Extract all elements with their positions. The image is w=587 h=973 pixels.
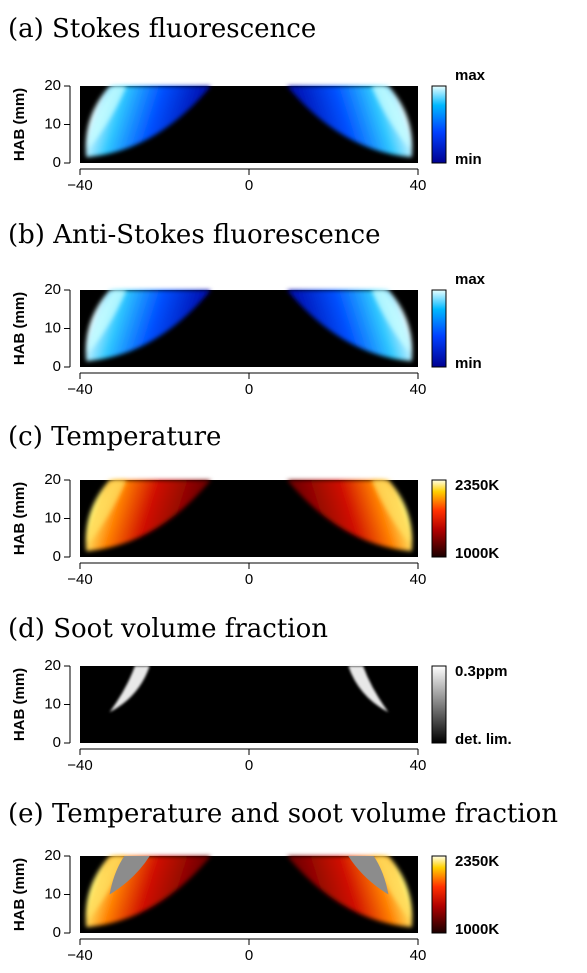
- y-tick-label: 20: [44, 281, 61, 298]
- flame-core: [88, 480, 127, 542]
- x-tick-label: −40: [67, 947, 92, 964]
- heatmap-image: [85, 86, 211, 158]
- panel-title: (d) Soot volume fraction: [8, 614, 328, 644]
- y-tick-label: 20: [44, 471, 61, 488]
- colorbar: [431, 479, 447, 558]
- soot-region: [348, 666, 389, 713]
- y-axis-label: HAB (mm): [11, 88, 28, 161]
- x-tick-label: 0: [245, 177, 253, 194]
- colorbar-max-label: max: [455, 271, 486, 288]
- heatmap-image: [85, 290, 211, 362]
- colorbar-min-label: min: [455, 151, 482, 168]
- heatmap-image: [287, 480, 413, 552]
- y-axis-label: HAB (mm): [11, 292, 28, 365]
- x-tick-label: −40: [67, 757, 92, 774]
- panel-title: (e) Temperature and soot volume fraction: [8, 799, 558, 829]
- colorbar: [431, 855, 447, 934]
- x-tick-label: 0: [245, 947, 253, 964]
- y-tick-label: 0: [53, 548, 61, 565]
- y-axis-label: HAB (mm): [11, 482, 28, 555]
- colorbar-min-label: 1000K: [455, 921, 499, 938]
- x-tick-label: 40: [410, 381, 427, 398]
- y-tick-label: 20: [44, 847, 61, 864]
- colorbar-max-label: 2350K: [455, 853, 499, 870]
- y-tick-label: 10: [44, 115, 61, 132]
- x-tick-label: −40: [67, 571, 92, 588]
- y-axis-label: HAB (mm): [11, 668, 28, 741]
- flame-core: [88, 86, 127, 148]
- colorbar-max-label: max: [455, 67, 486, 84]
- y-tick-label: 0: [53, 154, 61, 171]
- heatmap-image: [287, 86, 413, 158]
- y-tick-label: 10: [44, 885, 61, 902]
- flame-core: [371, 86, 410, 148]
- x-tick-label: 0: [245, 381, 253, 398]
- x-tick-label: 0: [245, 757, 253, 774]
- panel-title: (b) Anti-Stokes fluorescence: [8, 220, 380, 250]
- x-tick-label: 40: [410, 571, 427, 588]
- heatmap-image: [287, 856, 413, 928]
- x-tick-label: 40: [410, 947, 427, 964]
- flame-core: [371, 290, 410, 352]
- y-tick-label: 10: [44, 695, 61, 712]
- panel-title: (c) Temperature: [8, 422, 221, 452]
- colorbar: [431, 289, 447, 368]
- x-tick-label: −40: [67, 381, 92, 398]
- heatmap-image: [85, 856, 211, 928]
- y-tick-label: 20: [44, 77, 61, 94]
- soot-region: [109, 856, 150, 895]
- y-tick-label: 10: [44, 319, 61, 336]
- y-tick-label: 20: [44, 657, 61, 674]
- colorbar-min-label: 1000K: [455, 545, 499, 562]
- flame-core: [371, 480, 410, 542]
- x-tick-label: 40: [410, 177, 427, 194]
- x-tick-label: −40: [67, 177, 92, 194]
- colorbar: [431, 665, 447, 744]
- heatmap-image: [109, 666, 150, 713]
- x-tick-label: 40: [410, 757, 427, 774]
- heatmap-image: [85, 480, 211, 552]
- y-axis-label: HAB (mm): [11, 858, 28, 931]
- colorbar-max-label: 2350K: [455, 477, 499, 494]
- flame-core: [88, 290, 127, 352]
- x-tick-label: 0: [245, 571, 253, 588]
- heatmap-image: [348, 666, 389, 713]
- y-tick-label: 0: [53, 924, 61, 941]
- y-tick-label: 10: [44, 509, 61, 526]
- y-tick-label: 0: [53, 358, 61, 375]
- soot-region: [109, 666, 150, 713]
- colorbar-min-label: min: [455, 355, 482, 372]
- soot-region: [348, 856, 389, 895]
- y-tick-label: 0: [53, 734, 61, 751]
- panel-title: (a) Stokes fluorescence: [8, 14, 316, 44]
- colorbar-min-label: det. lim.: [455, 731, 512, 748]
- heatmap-image: [287, 290, 413, 362]
- colorbar-max-label: 0.3ppm: [455, 663, 508, 680]
- colorbar: [431, 85, 447, 164]
